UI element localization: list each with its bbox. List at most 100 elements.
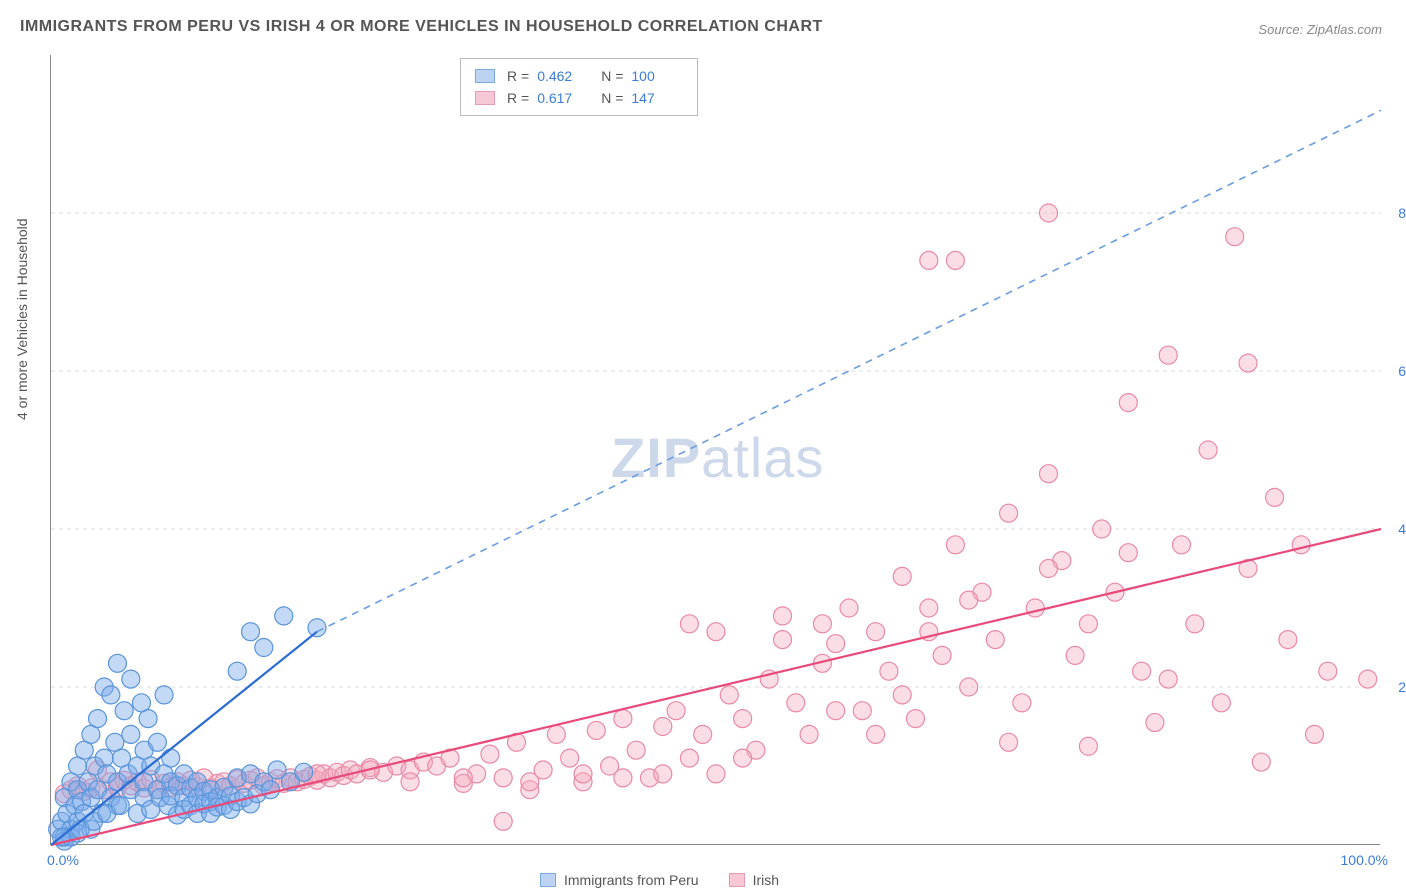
scatter-point [1239,354,1257,372]
y-tick-label: 40.0% [1398,521,1406,537]
scatter-point [1093,520,1111,538]
legend-swatch-blue [475,69,495,83]
scatter-point [454,769,472,787]
scatter-point [813,615,831,633]
legend-r-label: R = [507,90,529,106]
scatter-point [920,251,938,269]
scatter-point [115,702,133,720]
y-axis-label: 4 or more Vehicles in Household [14,218,30,420]
scatter-point [228,662,246,680]
y-tick-label: 80.0% [1398,205,1406,221]
scatter-point [840,599,858,617]
scatter-point [139,710,157,728]
scatter-point [494,812,512,830]
scatter-point [1066,646,1084,664]
scatter-point [720,686,738,704]
scatter-point [1119,394,1137,412]
scatter-point [787,694,805,712]
scatter-point [574,765,592,783]
plot-area: ZIPatlas 20.0%40.0%60.0%80.0% 0.0% 100.0… [50,55,1380,845]
legend-item-peru: Immigrants from Peru [540,872,699,888]
source-label: Source: [1258,22,1303,37]
scatter-point [1252,753,1270,771]
scatter-point [109,654,127,672]
scatter-point [946,536,964,554]
scatter-point [986,631,1004,649]
legend-r-value: 0.617 [537,90,589,106]
scatter-point [587,721,605,739]
scatter-point [1186,615,1204,633]
scatter-point [946,251,964,269]
scatter-point [89,710,107,728]
scatter-point [734,710,752,728]
legend-n-label: N = [601,90,623,106]
scatter-point [295,763,313,781]
scatter-point [1119,544,1137,562]
scatter-point [1013,694,1031,712]
scatter-point [242,623,260,641]
chart-svg [51,55,1380,844]
legend-stats-row: R = 0.462 N = 100 [475,65,683,87]
legend-label: Irish [753,872,779,888]
scatter-point [627,741,645,759]
chart-title: IMMIGRANTS FROM PERU VS IRISH 4 OR MORE … [20,18,823,36]
legend-item-irish: Irish [729,872,779,888]
scatter-point [1199,441,1217,459]
scatter-point [1146,714,1164,732]
scatter-point [800,725,818,743]
scatter-point [1226,228,1244,246]
legend-n-value: 147 [631,90,683,106]
scatter-point [774,607,792,625]
legend-n-value: 100 [631,68,683,84]
scatter-point [1040,465,1058,483]
legend-series: Immigrants from Peru Irish [540,872,779,888]
scatter-point [1292,536,1310,554]
scatter-point [867,623,885,641]
scatter-point [1159,346,1177,364]
scatter-point [827,635,845,653]
scatter-point [102,686,120,704]
scatter-point [547,725,565,743]
scatter-point [255,639,273,657]
scatter-point [95,749,113,767]
scatter-point [880,662,898,680]
scatter-point [1000,733,1018,751]
scatter-point [111,797,129,815]
source-name: ZipAtlas.com [1307,22,1382,37]
scatter-point [1040,560,1058,578]
scatter-point [907,710,925,728]
scatter-point [1306,725,1324,743]
scatter-point [1212,694,1230,712]
x-tick-min: 0.0% [47,852,79,868]
legend-stats-row: R = 0.617 N = 147 [475,87,683,109]
x-tick-max: 100.0% [1341,852,1388,868]
scatter-point [707,623,725,641]
y-tick-label: 20.0% [1398,679,1406,695]
scatter-point [680,615,698,633]
scatter-point [1026,599,1044,617]
y-tick-label: 60.0% [1398,363,1406,379]
legend-r-label: R = [507,68,529,84]
scatter-point [853,702,871,720]
source-attribution: Source: ZipAtlas.com [1258,22,1382,37]
scatter-point [1079,615,1097,633]
scatter-point [867,725,885,743]
scatter-point [122,725,140,743]
scatter-point [827,702,845,720]
scatter-point [155,686,173,704]
scatter-point [261,781,279,799]
scatter-point [960,678,978,696]
scatter-point [667,702,685,720]
scatter-point [920,599,938,617]
legend-swatch-blue [540,873,556,887]
legend-label: Immigrants from Peru [564,872,699,888]
scatter-point [654,765,672,783]
legend-stats-box: R = 0.462 N = 100 R = 0.617 N = 147 [460,58,698,116]
legend-swatch-pink [729,873,745,887]
scatter-point [494,769,512,787]
scatter-point [680,749,698,767]
scatter-point [1279,631,1297,649]
scatter-point [614,769,632,787]
scatter-point [1159,670,1177,688]
scatter-point [893,567,911,585]
